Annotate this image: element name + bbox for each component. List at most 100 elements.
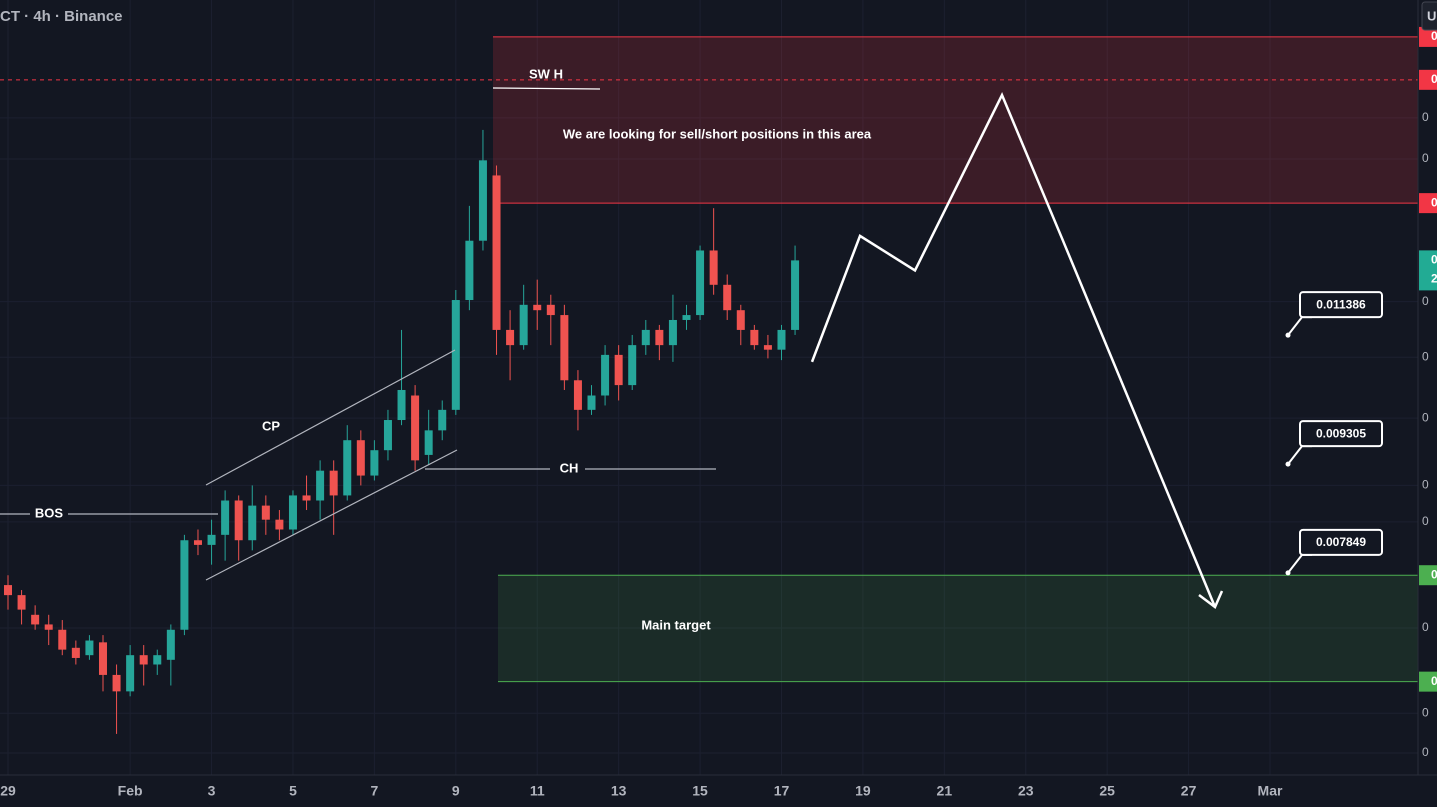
- symbol-title: CT · 4h · Binance: [0, 8, 123, 25]
- candle-body: [682, 315, 691, 320]
- price-badge-label: 0: [1431, 253, 1437, 267]
- candle-body: [750, 329, 759, 346]
- candle-body: [180, 540, 189, 630]
- candle-body: [438, 409, 447, 431]
- candle-body: [696, 250, 705, 316]
- price-badge: [1419, 250, 1437, 291]
- x-tick-label: 3: [208, 783, 216, 799]
- candle-body: [655, 329, 664, 346]
- candle-body: [98, 642, 107, 675]
- price-badge: [1419, 671, 1437, 692]
- x-tick-label: 29: [0, 783, 16, 799]
- candle-body: [763, 345, 772, 350]
- zone: [498, 575, 1418, 682]
- candle-body: [519, 304, 528, 346]
- candle-body: [4, 585, 12, 596]
- candle-body: [424, 430, 433, 455]
- x-tick-label: Feb: [118, 783, 143, 799]
- candle-body: [614, 354, 623, 386]
- x-tick-label: 9: [452, 783, 460, 799]
- candle-body: [478, 160, 487, 241]
- candle-body: [329, 470, 338, 496]
- candle-body: [112, 674, 121, 692]
- candle-body: [546, 304, 555, 316]
- price-badge-label: 0: [1431, 674, 1437, 688]
- candle-body: [248, 505, 257, 541]
- x-tick-label: Mar: [1258, 783, 1283, 799]
- candle-body: [207, 534, 216, 545]
- price-badge: [1419, 193, 1437, 214]
- candle-body: [343, 440, 352, 496]
- x-tick-label: 13: [611, 783, 627, 799]
- x-tick-label: 5: [289, 783, 297, 799]
- candle-body: [288, 495, 297, 530]
- candle-body: [302, 495, 311, 501]
- y-tick-label: 0: [1422, 620, 1429, 634]
- candle-body: [153, 655, 162, 665]
- bos-label: BOS: [35, 505, 64, 520]
- candle-body: [492, 175, 501, 330]
- candle-body: [71, 647, 80, 658]
- y-tick-label: 0: [1422, 478, 1429, 492]
- price-badge: [1419, 26, 1437, 47]
- candle-body: [356, 440, 365, 476]
- price-badge-label: 0: [1431, 29, 1437, 43]
- zone: [493, 36, 1418, 204]
- arrow-head: [1198, 590, 1224, 609]
- candle-body: [370, 450, 379, 476]
- x-tick-label: 11: [530, 783, 545, 799]
- projection-path: [810, 92, 1217, 608]
- callout-label: 0.007849: [1316, 535, 1366, 549]
- swh-line: [492, 87, 601, 90]
- x-tick-label: 21: [937, 783, 953, 799]
- candle-body: [506, 329, 515, 346]
- callout-box: [1299, 420, 1383, 448]
- candle-body: [777, 329, 786, 350]
- candle-body: [465, 240, 474, 301]
- candle-body: [628, 345, 637, 386]
- candle-body: [451, 300, 460, 410]
- candle-body: [573, 380, 582, 410]
- x-tick-label: 7: [370, 783, 378, 799]
- candle-body: [533, 304, 542, 311]
- candle-body: [234, 500, 243, 541]
- price-badge-label: 0: [1431, 195, 1437, 209]
- ch-label: CH: [560, 460, 579, 475]
- y-tick-label: 0: [1422, 349, 1429, 363]
- projection: [810, 92, 1224, 609]
- y-tick-label: 0: [1422, 514, 1429, 528]
- candle-body: [17, 595, 26, 610]
- callout-box: [1299, 291, 1383, 319]
- x-tick-label: 17: [774, 783, 790, 799]
- candle-body: [58, 629, 67, 650]
- candle-body: [261, 505, 270, 520]
- y-tick-label: 0: [1422, 294, 1429, 308]
- price-badge: [1419, 69, 1437, 90]
- candle-body: [397, 389, 406, 421]
- zone-label: We are looking for sell/short positions …: [563, 126, 872, 141]
- swh-label: SW H: [529, 66, 563, 81]
- callouts: 0.011386 0.009305 0.007849: [1285, 291, 1383, 576]
- candle-body: [44, 624, 53, 630]
- zone-label: Main target: [641, 617, 711, 632]
- y-tick-label: 0: [1422, 151, 1429, 165]
- x-tick-label: 19: [855, 783, 871, 799]
- candle-body: [139, 655, 148, 665]
- grid: [0, 0, 1418, 775]
- callout-box: [1299, 528, 1383, 556]
- channel-line: [205, 349, 456, 486]
- candle-body: [791, 260, 800, 330]
- candle-body: [383, 420, 392, 451]
- x-tick-label: 23: [1018, 783, 1034, 799]
- toolbar-button-label[interactable]: U: [1427, 8, 1436, 23]
- candle-body: [587, 395, 596, 410]
- candle-body: [166, 629, 175, 660]
- candle-body: [601, 354, 610, 396]
- toolbar-button[interactable]: [1421, 1, 1437, 31]
- price-badge-label: 0: [1431, 567, 1437, 581]
- candle-body: [31, 614, 40, 625]
- y-tick-label: 0: [1422, 745, 1429, 759]
- candle-body: [316, 470, 325, 501]
- x-tick-label: 15: [692, 783, 708, 799]
